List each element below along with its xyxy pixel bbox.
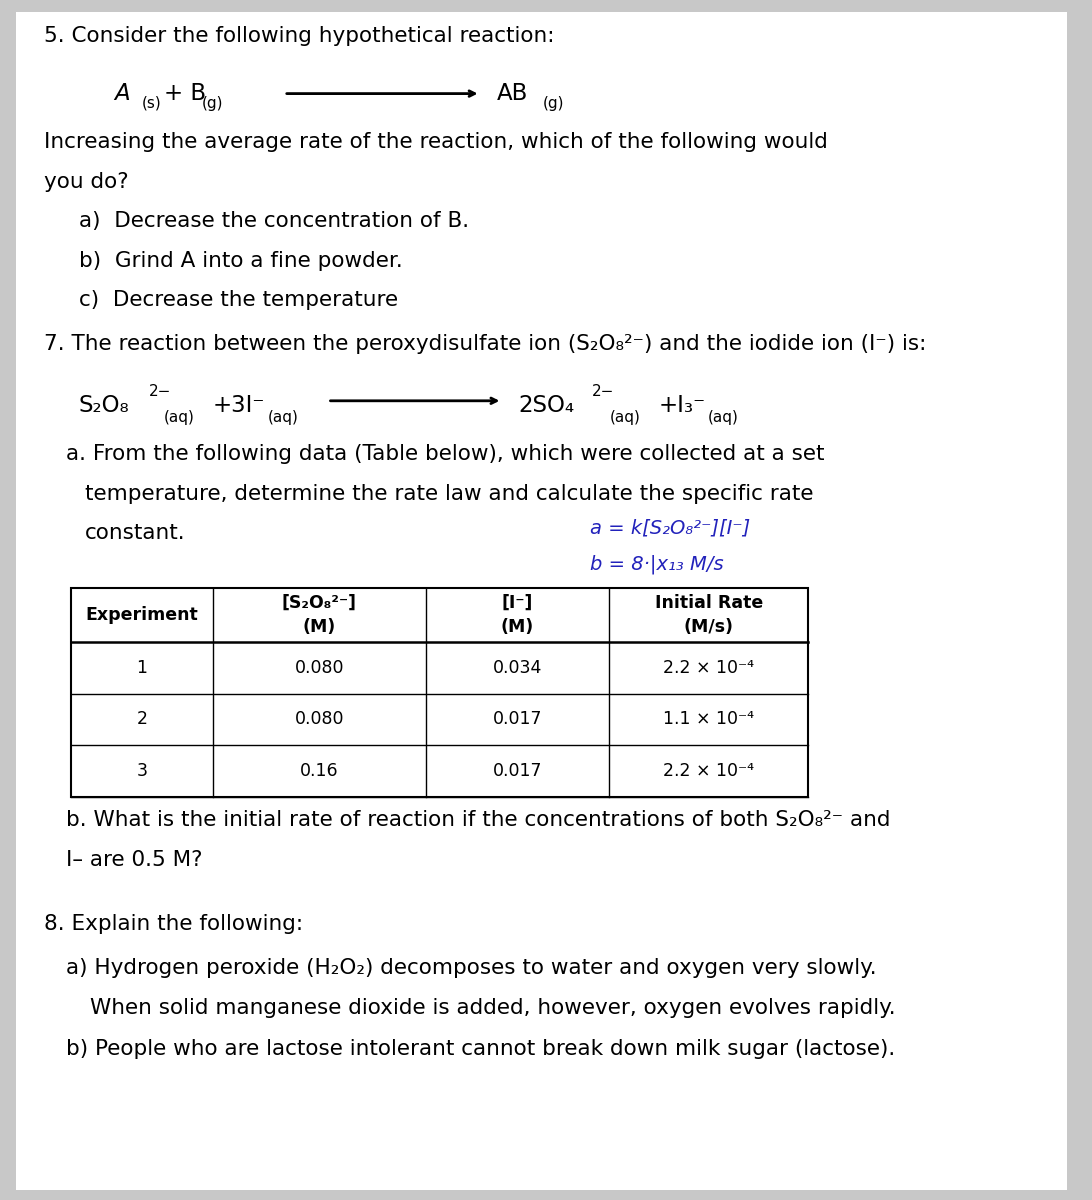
Text: (M): (M) xyxy=(302,618,336,636)
Text: [I⁻]: [I⁻] xyxy=(502,594,533,612)
Text: I– are 0.5 M?: I– are 0.5 M? xyxy=(66,850,202,870)
Text: 2: 2 xyxy=(136,710,147,728)
Text: 0.017: 0.017 xyxy=(492,710,543,728)
Text: When solid manganese dioxide is added, however, oxygen evolves rapidly.: When solid manganese dioxide is added, h… xyxy=(90,998,895,1019)
Text: 0.080: 0.080 xyxy=(295,659,344,677)
Text: 0.034: 0.034 xyxy=(492,659,543,677)
Text: S₂O₈: S₂O₈ xyxy=(79,394,129,416)
Text: a) Hydrogen peroxide (H₂O₂) decomposes to water and oxygen very slowly.: a) Hydrogen peroxide (H₂O₂) decomposes t… xyxy=(66,958,876,978)
Text: temperature, determine the rate law and calculate the specific rate: temperature, determine the rate law and … xyxy=(85,484,814,504)
Text: 8. Explain the following:: 8. Explain the following: xyxy=(44,914,302,935)
Text: a)  Decrease the concentration of B.: a) Decrease the concentration of B. xyxy=(79,211,468,232)
Text: Increasing the average rate of the reaction, which of the following would: Increasing the average rate of the react… xyxy=(44,132,828,152)
Text: (aq): (aq) xyxy=(609,410,640,426)
Text: 0.017: 0.017 xyxy=(492,762,543,780)
Text: 0.080: 0.080 xyxy=(295,710,344,728)
Text: 2.2 × 10⁻⁴: 2.2 × 10⁻⁴ xyxy=(663,762,755,780)
Bar xyxy=(71,588,808,797)
Text: (s): (s) xyxy=(142,96,162,110)
Text: (M): (M) xyxy=(501,618,534,636)
Text: Initial Rate: Initial Rate xyxy=(654,594,763,612)
Text: [S₂O₈²⁻]: [S₂O₈²⁻] xyxy=(282,594,357,612)
Text: (aq): (aq) xyxy=(268,410,298,426)
Text: (aq): (aq) xyxy=(708,410,738,426)
Text: 3: 3 xyxy=(136,762,147,780)
Text: (aq): (aq) xyxy=(164,410,194,426)
Text: constant.: constant. xyxy=(85,523,186,544)
Text: 7. The reaction between the peroxydisulfate ion (S₂O₈²⁻) and the iodide ion (I⁻): 7. The reaction between the peroxydisulf… xyxy=(44,334,926,354)
Text: 2SO₄: 2SO₄ xyxy=(519,394,574,416)
Text: +3I⁻: +3I⁻ xyxy=(213,394,265,416)
Text: 2−: 2− xyxy=(149,384,170,398)
Text: a. From the following data (Table below), which were collected at a set: a. From the following data (Table below)… xyxy=(66,444,824,464)
Text: 2.2 × 10⁻⁴: 2.2 × 10⁻⁴ xyxy=(663,659,755,677)
Text: A: A xyxy=(115,82,130,104)
Text: 1.1 × 10⁻⁴: 1.1 × 10⁻⁴ xyxy=(663,710,755,728)
Text: 0.16: 0.16 xyxy=(300,762,339,780)
Text: b. What is the initial rate of reaction if the concentrations of both S₂O₈²⁻ and: b. What is the initial rate of reaction … xyxy=(66,810,890,830)
Text: you do?: you do? xyxy=(44,172,128,192)
Text: b) People who are lactose intolerant cannot break down milk sugar (lactose).: b) People who are lactose intolerant can… xyxy=(66,1039,894,1060)
Text: AB: AB xyxy=(497,82,529,104)
Text: (g): (g) xyxy=(543,96,565,110)
Text: b)  Grind A into a fine powder.: b) Grind A into a fine powder. xyxy=(79,251,402,271)
Text: 5. Consider the following hypothetical reaction:: 5. Consider the following hypothetical r… xyxy=(44,26,554,47)
Text: c)  Decrease the temperature: c) Decrease the temperature xyxy=(79,290,397,311)
Text: b = 8·|x₁₃ M/s: b = 8·|x₁₃ M/s xyxy=(590,554,723,574)
Text: (g): (g) xyxy=(202,96,224,110)
Text: Experiment: Experiment xyxy=(85,606,199,624)
Text: a = k[S₂O₈²⁻][I⁻]: a = k[S₂O₈²⁻][I⁻] xyxy=(590,518,750,538)
Text: 2−: 2− xyxy=(592,384,614,398)
Text: 1: 1 xyxy=(136,659,147,677)
Text: (M/s): (M/s) xyxy=(684,618,734,636)
Text: +I₃⁻: +I₃⁻ xyxy=(658,394,705,416)
Text: + B: + B xyxy=(164,82,206,104)
FancyBboxPatch shape xyxy=(16,12,1067,1190)
